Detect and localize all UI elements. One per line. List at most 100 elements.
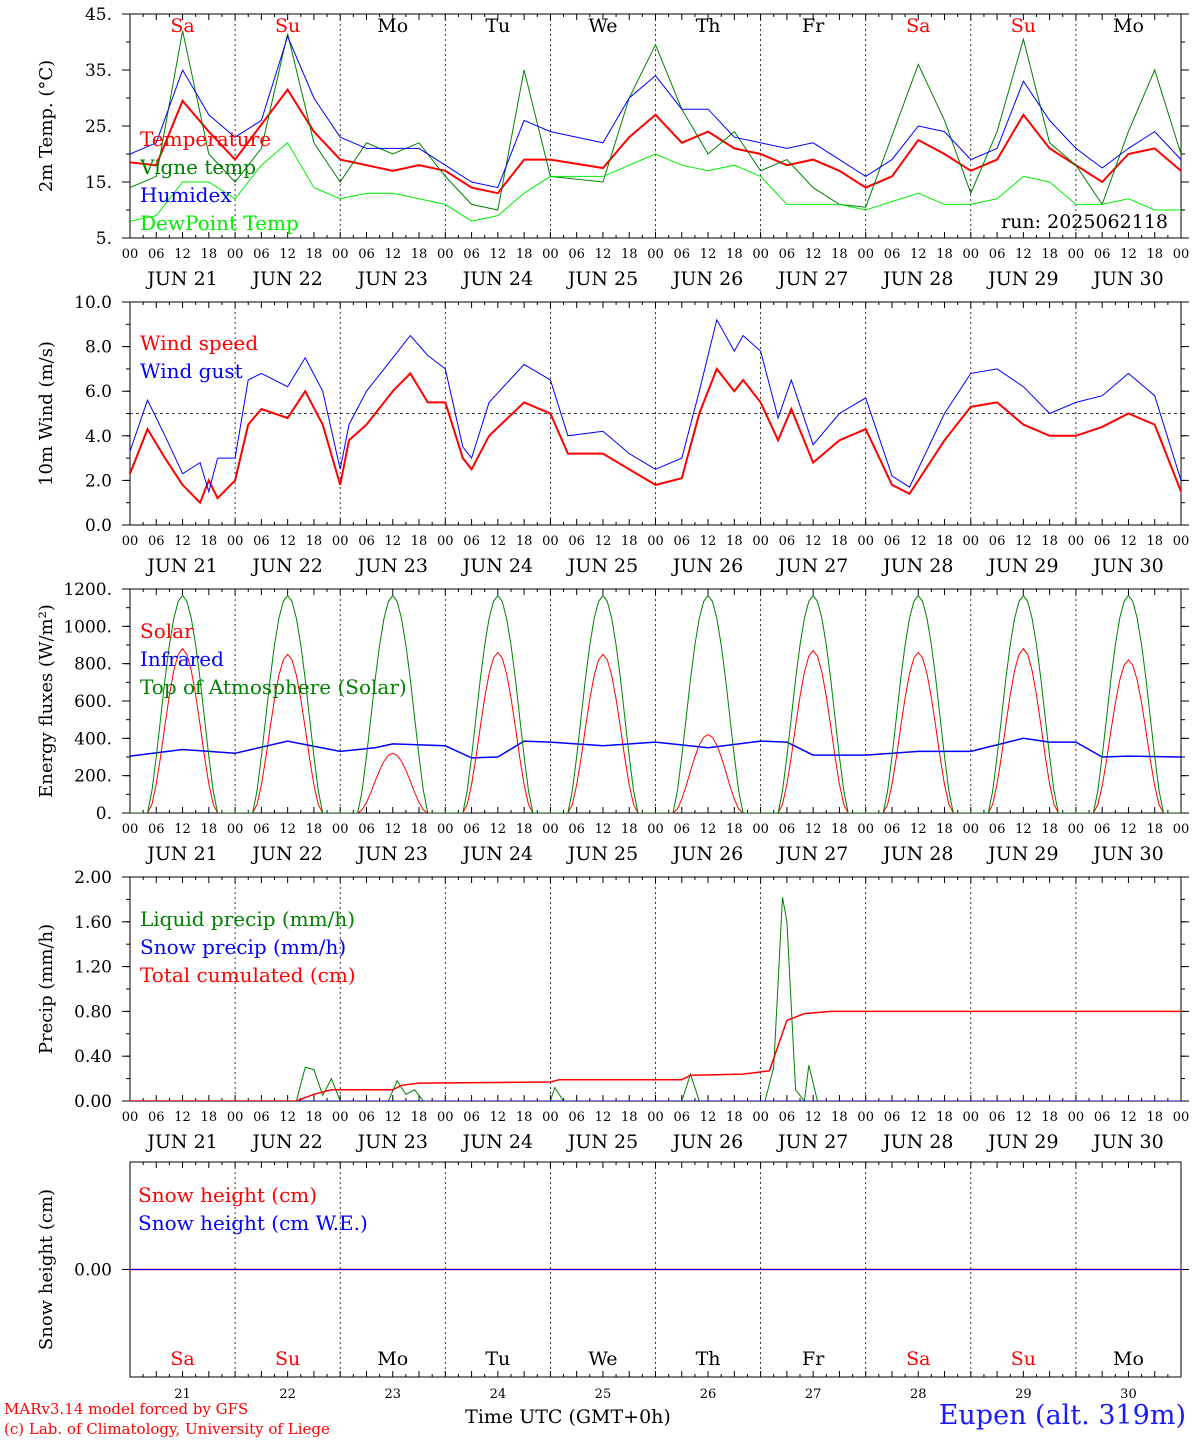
hour-tick-label: 18 bbox=[1041, 247, 1058, 262]
hour-tick-label: 18 bbox=[1146, 534, 1163, 549]
hour-tick-label: 06 bbox=[568, 534, 585, 549]
hour-tick-label: 12 bbox=[174, 534, 191, 549]
hour-tick-label: 12 bbox=[384, 534, 401, 549]
hour-tick-label: 12 bbox=[700, 1110, 717, 1125]
hour-tick-label: 12 bbox=[910, 822, 927, 837]
hour-tick-label: 00 bbox=[857, 534, 874, 549]
hour-tick-label: 12 bbox=[279, 247, 296, 262]
date-label: JUN 30 bbox=[1091, 555, 1163, 577]
date-label: JUN 21 bbox=[145, 268, 217, 290]
hour-tick-label: 12 bbox=[1015, 822, 1032, 837]
hour-tick-label: 12 bbox=[1015, 1110, 1032, 1125]
hour-tick-label: 00 bbox=[122, 247, 139, 262]
hour-tick-label: 06 bbox=[148, 247, 165, 262]
hour-tick-label: 00 bbox=[227, 822, 244, 837]
series-line-total-cumulated-cm- bbox=[130, 1010, 1181, 1101]
hour-tick-label: 00 bbox=[1173, 1110, 1190, 1125]
weekday-label: Th bbox=[696, 15, 721, 37]
hour-tick-label: 12 bbox=[805, 534, 822, 549]
hour-tick-label: 18 bbox=[516, 247, 533, 262]
hour-tick-label: 12 bbox=[805, 247, 822, 262]
day-number-label: 25 bbox=[595, 1387, 612, 1402]
hour-tick-label: 06 bbox=[253, 247, 270, 262]
weekday-label: Su bbox=[1011, 15, 1036, 37]
hour-tick-label: 06 bbox=[463, 822, 480, 837]
legend-entry: Liquid precip (mm/h) bbox=[140, 907, 355, 931]
hour-tick-label: 00 bbox=[437, 822, 454, 837]
hour-tick-label: 12 bbox=[910, 247, 927, 262]
hour-tick-label: 18 bbox=[726, 822, 743, 837]
weekday-label-bottom: Sa bbox=[170, 1348, 194, 1370]
hour-tick-label: 00 bbox=[752, 1110, 769, 1125]
hour-tick-label: 18 bbox=[831, 534, 848, 549]
hour-tick-label: 06 bbox=[1094, 822, 1111, 837]
hour-tick-label: 18 bbox=[411, 822, 428, 837]
hour-tick-label: 18 bbox=[726, 534, 743, 549]
series-line-wind-speed bbox=[130, 366, 1181, 505]
hour-tick-label: 18 bbox=[1146, 1110, 1163, 1125]
hour-tick-label: 06 bbox=[463, 534, 480, 549]
weekday-label: We bbox=[588, 15, 617, 37]
hour-tick-label: 06 bbox=[463, 247, 480, 262]
date-label: JUN 21 bbox=[145, 1131, 217, 1153]
hour-tick-label: 18 bbox=[411, 247, 428, 262]
hour-tick-label: 00 bbox=[963, 1110, 980, 1125]
y-tick-label: 6.0 bbox=[85, 382, 112, 402]
hour-tick-label: 06 bbox=[779, 247, 796, 262]
series-group bbox=[130, 318, 1181, 505]
series-line-solar bbox=[130, 647, 1181, 813]
date-label: JUN 24 bbox=[461, 843, 533, 865]
date-label: JUN 22 bbox=[250, 555, 322, 577]
hour-tick-label: 12 bbox=[910, 1110, 927, 1125]
hour-tick-label: 18 bbox=[306, 822, 323, 837]
hour-tick-label: 06 bbox=[463, 1110, 480, 1125]
legend-entry: Snow height (cm W.E.) bbox=[138, 1211, 368, 1235]
day-number-label: 23 bbox=[384, 1387, 401, 1402]
date-label: JUN 27 bbox=[776, 843, 848, 865]
hour-tick-label: 00 bbox=[647, 822, 664, 837]
day-number-label: 29 bbox=[1015, 1387, 1032, 1402]
hour-tick-label: 06 bbox=[674, 534, 691, 549]
hour-tick-label: 06 bbox=[884, 247, 901, 262]
y-tick-label: 0.0 bbox=[85, 516, 112, 536]
hour-tick-label: 18 bbox=[936, 247, 953, 262]
hour-tick-label: 00 bbox=[227, 247, 244, 262]
hour-tick-label: 06 bbox=[568, 247, 585, 262]
date-label: JUN 28 bbox=[881, 555, 953, 577]
hour-tick-label: 06 bbox=[884, 822, 901, 837]
date-label: JUN 25 bbox=[566, 1131, 638, 1153]
series-line-dewpoint-temp bbox=[130, 142, 1181, 222]
hour-tick-label: 00 bbox=[857, 822, 874, 837]
date-label: JUN 26 bbox=[671, 555, 743, 577]
hour-tick-label: 12 bbox=[1120, 1110, 1137, 1125]
day-number-label: 24 bbox=[490, 1387, 507, 1402]
hour-tick-label: 06 bbox=[253, 1110, 270, 1125]
y-tick-label: 5. bbox=[96, 229, 112, 249]
y-tick-label: 800. bbox=[74, 655, 112, 675]
panel-2: 0.0 2.0 4.0 6.0 8.0 10.0 10m Wind (m/s) Wind sp… bbox=[36, 293, 1189, 577]
hour-tick-label: 18 bbox=[936, 534, 953, 549]
hour-tick-label: 12 bbox=[700, 534, 717, 549]
panel-3: 0. 200. 400. 600. 800. 1000. 1200. Energy fluxe… bbox=[36, 580, 1189, 865]
hour-tick-label: 06 bbox=[358, 822, 375, 837]
hour-tick-label: 00 bbox=[857, 247, 874, 262]
hour-tick-label: 18 bbox=[1041, 534, 1058, 549]
series-group bbox=[130, 30, 1181, 222]
y-tick-label: 0.00 bbox=[74, 1092, 112, 1112]
hour-tick-label: 12 bbox=[174, 247, 191, 262]
hour-tick-label: 12 bbox=[490, 534, 507, 549]
date-label: JUN 25 bbox=[566, 843, 638, 865]
hour-tick-label: 00 bbox=[752, 247, 769, 262]
hour-tick-label: 18 bbox=[516, 1110, 533, 1125]
date-label: JUN 28 bbox=[881, 1131, 953, 1153]
legend-entry: Humidex bbox=[140, 183, 232, 207]
y-tick-label: 0.80 bbox=[74, 1002, 112, 1022]
hour-tick-label: 12 bbox=[1120, 534, 1137, 549]
day-number-label: 21 bbox=[174, 1387, 191, 1402]
hour-tick-label: 12 bbox=[279, 534, 296, 549]
hour-tick-label: 18 bbox=[1041, 1110, 1058, 1125]
date-label: JUN 30 bbox=[1091, 843, 1163, 865]
hour-tick-label: 18 bbox=[1146, 822, 1163, 837]
y-tick-label: 15. bbox=[85, 173, 112, 193]
